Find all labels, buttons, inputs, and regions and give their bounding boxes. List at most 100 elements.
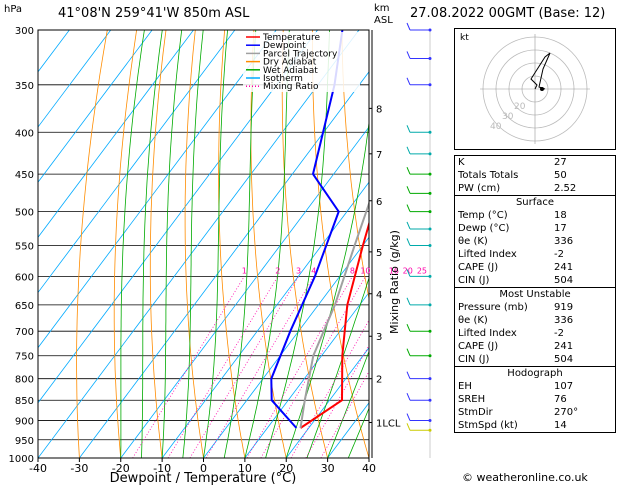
x-tick-label: -10 (153, 462, 171, 475)
isotherm-line (79, 71, 369, 458)
km-tick-label: 2 (376, 375, 382, 386)
index-value: 270° (554, 407, 579, 418)
legend-entry: Dry Adiabat (263, 58, 317, 68)
isotherm-line (161, 181, 369, 458)
pressure-tick-label: 900 (15, 417, 34, 428)
mixing-ratio-label: 4 (311, 266, 316, 275)
wind-barb-flag (406, 77, 411, 85)
km-tick-label: 1LCL (376, 419, 401, 430)
index-row: Temp (°C) 18 (455, 209, 615, 222)
wet-adiabat-line (347, 407, 369, 458)
isotherm-line (203, 236, 369, 458)
wet-adiabat-line (244, 30, 290, 458)
x-axis-title: Dewpoint / Temperature (°C) (110, 471, 297, 486)
index-row: Dewp (°C) 17 (455, 222, 615, 235)
pressure-tick-label: 1000 (9, 454, 34, 465)
wind-barb-dot (428, 152, 432, 156)
mixing-ratio-label: 10 (360, 266, 370, 275)
km-tick-label: 4 (376, 290, 382, 301)
hodograph-ring-label: 40 (490, 122, 502, 132)
wind-barb-dot (428, 56, 432, 60)
wind-barb-dot (428, 83, 432, 87)
wind-barb-flag (406, 324, 411, 332)
wet-adiabat-line (203, 30, 229, 458)
wet-adiabat-line (161, 30, 183, 458)
mixing-ratio-axis-title: Mixing Ratio (g/kg) (388, 230, 401, 334)
pressure-tick-label: 950 (15, 436, 34, 447)
wind-barb-flag (406, 186, 411, 194)
wind-barb-dot (428, 227, 432, 231)
parcel-trajectory-line (299, 200, 369, 429)
pressure-tick-label: 700 (15, 327, 34, 338)
index-label: Lifted Index (458, 249, 517, 260)
dry-adiabat-line (113, 30, 138, 458)
indices-panel: K 27 Totals Totals 50 PW (cm) 2.52 Surface Te… (454, 155, 616, 433)
index-row: SREH 76 (455, 393, 615, 406)
wind-barb-dot (428, 428, 432, 432)
x-tick-label: -40 (29, 462, 47, 475)
index-value: 241 (554, 262, 574, 273)
copyright-label: © weatheronline.co.uk (462, 471, 588, 484)
index-value: 14 (554, 420, 567, 431)
index-value: -2 (554, 328, 564, 339)
index-value: 27 (554, 157, 567, 168)
index-row: θe (K) 336 (455, 235, 615, 248)
pressure-tick-label: 550 (15, 241, 34, 252)
x-tick-label: 30 (321, 462, 335, 475)
pressure-tick-label: 850 (15, 396, 34, 407)
dry-adiabat-line (218, 30, 246, 458)
wind-barb-dot (428, 303, 432, 307)
index-row: StmSpd (kt) 14 (455, 419, 615, 432)
x-tick-label: 20 (279, 462, 293, 475)
hodograph-panel: kt 40 30 20 (454, 28, 616, 150)
wind-barb-dot (428, 172, 432, 176)
index-value: 2.52 (554, 183, 577, 194)
pressure-tick-label: 750 (15, 352, 34, 363)
index-value: 336 (554, 315, 574, 326)
index-value: 241 (554, 341, 574, 352)
wind-barb-dot (428, 130, 432, 134)
index-label: Dewp (°C) (458, 223, 510, 234)
index-label: Pressure (mb) (458, 302, 528, 313)
dewpoint-line (270, 30, 344, 429)
mixing-ratio-line (132, 276, 245, 458)
mixing-ratio-label: 16 (389, 266, 399, 275)
index-value: 18 (554, 210, 567, 221)
wind-barb-flag (406, 423, 411, 431)
index-row: CAPE (J) 241 (455, 340, 615, 353)
wind-barb-dot (428, 354, 432, 358)
wind-barb-flag (406, 146, 411, 155)
index-label: EH (458, 381, 472, 392)
x-tick-label: 10 (238, 462, 252, 475)
isotherm-line (38, 30, 112, 128)
index-label: Lifted Index (458, 328, 517, 339)
index-label: CIN (J) (458, 354, 490, 365)
km-tick-label: 5 (376, 248, 382, 259)
wind-barb-dot (428, 210, 432, 214)
index-label: CIN (J) (458, 275, 490, 286)
index-row: Lifted Index -2 (455, 248, 615, 261)
index-value: 504 (554, 354, 574, 365)
index-value: 919 (554, 302, 574, 313)
index-label: θe (K) (458, 236, 488, 247)
wet-adiabat-line (223, 30, 257, 458)
dry-adiabat-line (341, 30, 369, 301)
mixing-ratio-label: 1 (242, 266, 247, 275)
legend-entry: Dewpoint (263, 41, 306, 51)
index-row: Pressure (mb) 919 (455, 301, 615, 314)
wind-barb-flag (406, 413, 411, 421)
index-value: 107 (554, 381, 574, 392)
wind-barb-flag (406, 221, 411, 230)
wind-barb-dot (428, 377, 432, 381)
most-unstable-table: Most Unstable Pressure (mb) 919 θe (K) 336 L… (455, 287, 615, 366)
legend-entry: Mixing Ratio (263, 82, 319, 92)
mixing-ratio-label: 2 (275, 266, 280, 275)
pressure-tick-label: 300 (15, 26, 34, 37)
index-label: K (458, 157, 465, 168)
hodograph-ring-label: 20 (514, 102, 526, 112)
isotherm-line (38, 30, 236, 294)
index-label: StmSpd (kt) (458, 420, 518, 431)
km-tick-label: 3 (376, 332, 382, 343)
surface-title: Surface (515, 197, 555, 208)
index-label: CAPE (J) (458, 262, 499, 273)
